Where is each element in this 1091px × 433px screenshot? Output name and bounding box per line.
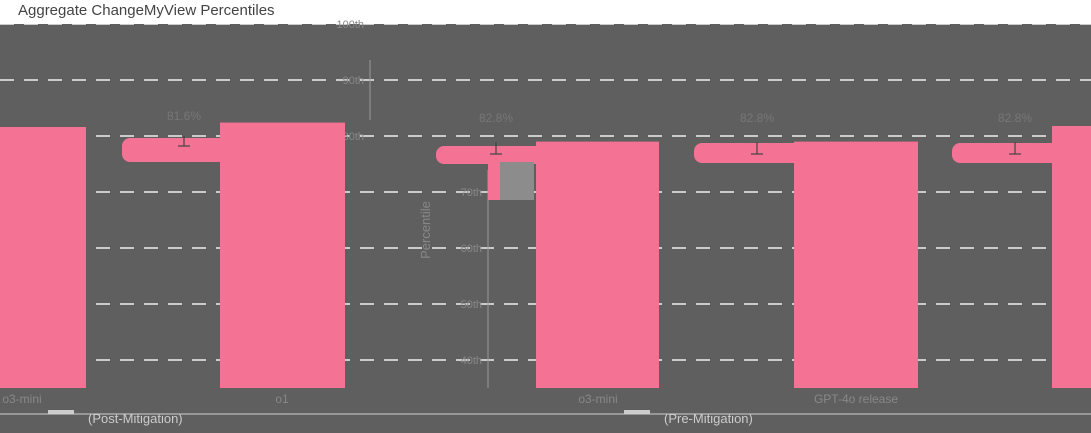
y-axis-label: Percentile: [418, 201, 433, 259]
cat-gpt4o-pre: GPT-4o release: [814, 392, 898, 406]
baseline-patch: [500, 162, 534, 200]
data-label-post: 81.6%: [167, 109, 201, 123]
bar-gpt4o-pre: [794, 141, 918, 388]
data-labels: 81.6% 82.8% 82.8% 82.8%: [167, 109, 1032, 125]
y-tick-labels: 80th 90th 100th 40th 50th 60th 70th: [336, 19, 482, 367]
bar-cap-3: [952, 143, 1076, 163]
legend: (Post-Mitigation) (Pre-Mitigation): [0, 410, 1091, 426]
data-label-pre-0: 82.8%: [479, 111, 513, 125]
cat-o3-mini-post: o3-mini: [2, 392, 41, 406]
bar-o1-post: [220, 122, 345, 388]
y-tick-1-60th: 60th: [461, 243, 482, 255]
legend-pre-swatch: [624, 410, 650, 414]
y-tick-1-40th: 40th: [461, 355, 482, 367]
legend-post-swatch: [48, 410, 74, 414]
data-label-pre-1: 82.8%: [740, 111, 774, 125]
y-tick-0-80th: 80th: [343, 131, 364, 143]
legend-pre-label: (Pre-Mitigation): [664, 411, 753, 426]
cat-o1-post: o1: [275, 392, 289, 406]
bar-top-cap-post: [122, 138, 246, 162]
y-tick-1-70th: 70th: [461, 187, 482, 199]
y-tick-0-90th: 90th: [343, 75, 364, 87]
bar-edge-pre: [1052, 126, 1091, 388]
bar-cap-1: [436, 146, 560, 164]
y-tick-0-100th: 100th: [336, 19, 364, 31]
cat-o3-mini-pre: o3-mini: [578, 392, 617, 406]
bar-cap-2: [694, 143, 818, 163]
legend-post-label: (Post-Mitigation): [88, 411, 183, 426]
category-labels: o3-mini o1 o3-mini GPT-4o release: [2, 392, 898, 406]
bars: [0, 122, 1091, 388]
bar-o3-mini-pre: [536, 141, 659, 388]
grid-lines: [0, 23, 1091, 388]
y-tick-1-50th: 50th: [461, 299, 482, 311]
chart-title: Aggregate ChangeMyView Percentiles: [18, 2, 275, 19]
bar-o3-mini-post: [0, 127, 86, 388]
data-label-pre-2: 82.8%: [998, 111, 1032, 125]
